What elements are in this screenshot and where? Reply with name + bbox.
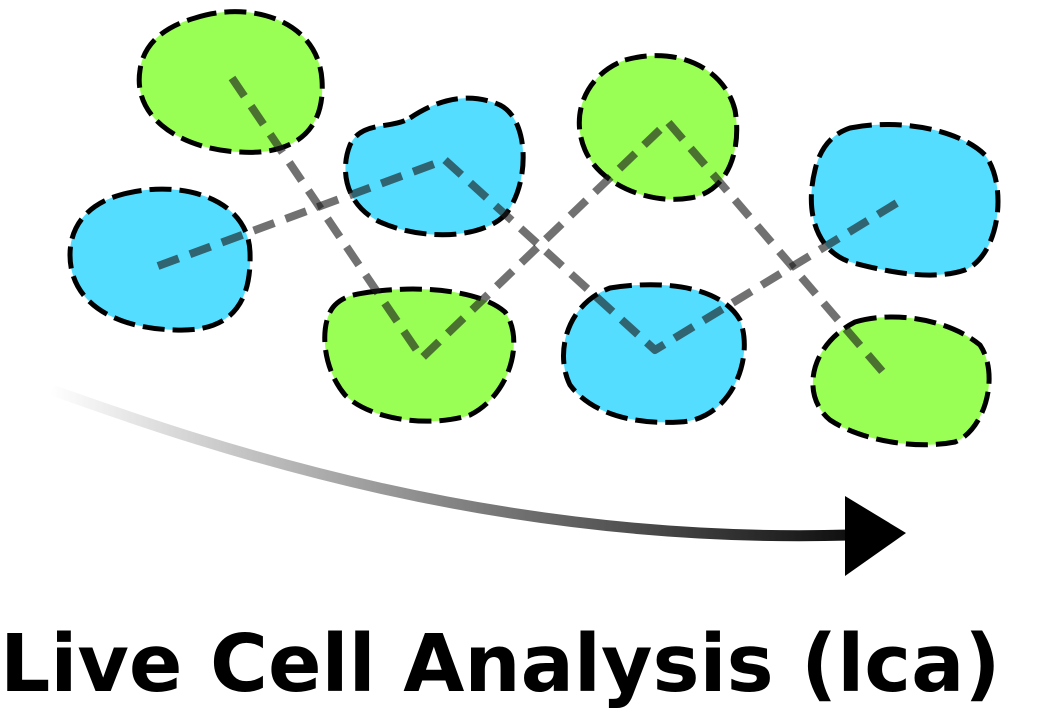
cells-group xyxy=(67,9,1001,448)
curved-arrow-shaft xyxy=(50,384,851,542)
page-title: Live Cell Analysis (lca) xyxy=(0,618,1001,710)
time-arrow xyxy=(50,384,906,576)
arrow-head-icon xyxy=(845,496,906,576)
blue-cell-track xyxy=(156,156,908,354)
green-cell-far-right-bottom xyxy=(810,314,992,448)
blue-cell-left xyxy=(67,186,253,333)
green-cell-center-bottom xyxy=(322,286,517,424)
tracks-group xyxy=(156,75,908,381)
blue-cell-far-right xyxy=(808,121,1001,278)
green-cell-top-right xyxy=(576,53,740,202)
